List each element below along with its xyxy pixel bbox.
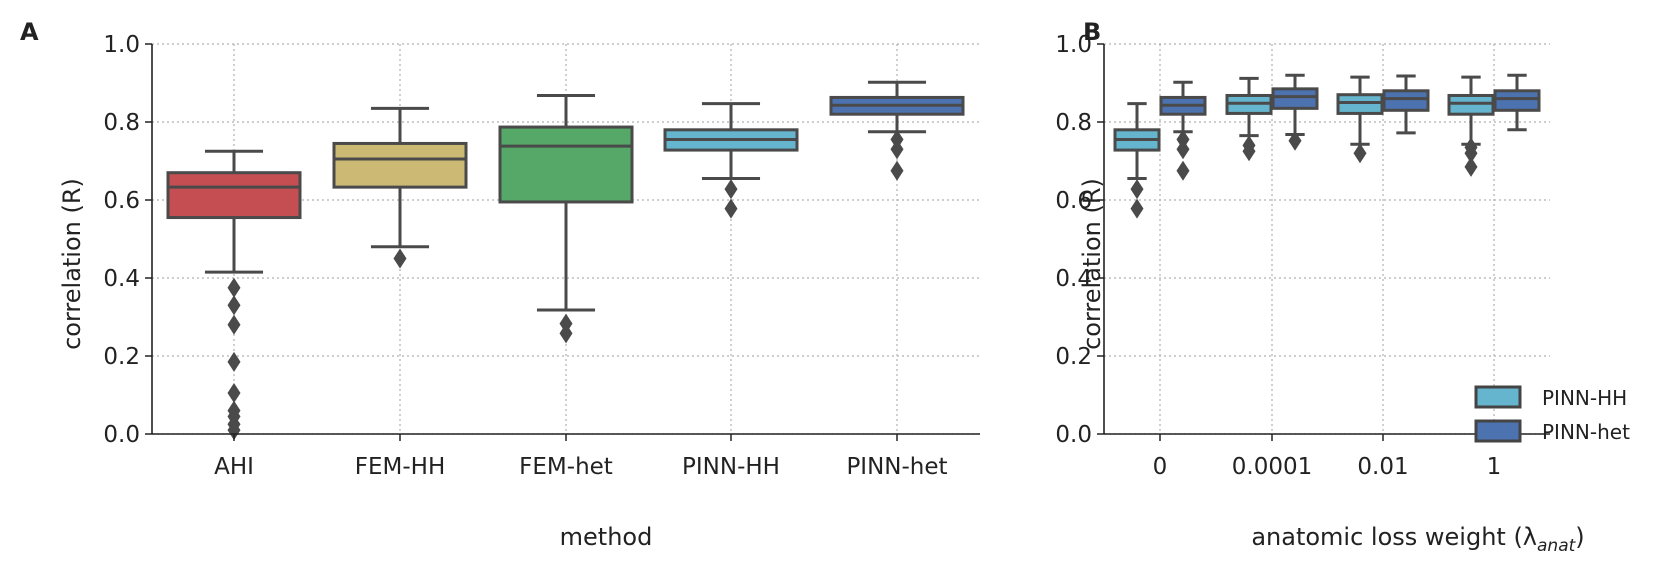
panel-a-y-tick-label: 0.2 <box>103 344 140 370</box>
iqr-box <box>166 171 302 220</box>
box-pinn-hh-1 <box>1225 76 1273 162</box>
box-ahi <box>166 149 302 441</box>
legend-label-pinn-het: PINN-het <box>1542 420 1630 444</box>
panel-b-x-tick-label: 1 <box>1487 454 1502 480</box>
outlier-marker <box>227 295 241 316</box>
outlier-marker <box>1242 141 1256 162</box>
panel-b-x-axis-label: anatomic loss weight (λanat) <box>1251 523 1584 556</box>
panel-b-x-axis-label-main: anatomic loss weight (λ <box>1251 523 1537 551</box>
panel-a-x-tick-label: PINN-het <box>846 454 947 480</box>
iqr-box <box>498 125 634 204</box>
panel-b-x-axis-label-subscript: anat <box>1537 536 1577 556</box>
outlier-marker <box>1176 160 1190 181</box>
panel-b: B 0.0 0.2 0.4 0.6 0.8 1.0 0 0.0001 0.01 1 correl… <box>1055 18 1630 556</box>
outlier-marker <box>1176 139 1190 160</box>
panel-b-label: B <box>1083 18 1101 46</box>
outlier-marker <box>227 351 241 372</box>
outlier-marker <box>227 277 241 298</box>
outlier-marker <box>724 198 738 219</box>
box-pinn-hh-3 <box>1447 75 1495 177</box>
iqr-box <box>1447 93 1495 116</box>
outlier-marker <box>890 160 904 181</box>
box-fem-hh <box>332 106 468 269</box>
panel-a-x-tick-label: FEM-HH <box>355 454 446 480</box>
legend-swatch-pinn-hh <box>1474 385 1522 409</box>
panel-b-legend: PINN-HH PINN-het <box>1474 385 1630 444</box>
outlier-marker <box>227 314 241 335</box>
panel-b-y-tick-label: 0.0 <box>1055 422 1092 448</box>
panel-b-y-tick-label: 1.0 <box>1055 32 1092 58</box>
panel-b-y-tick-label: 0.6 <box>1055 188 1092 214</box>
box-pinn-het <box>829 80 965 181</box>
box-fem-het <box>498 93 634 344</box>
legend-swatch-pinn-het <box>1474 419 1522 443</box>
panel-b-y-axis-label: correlation (R) <box>1078 178 1106 350</box>
panel-a-y-ticks: 0.0 0.2 0.4 0.6 0.8 1.0 <box>103 32 152 448</box>
iqr-box <box>1271 87 1319 110</box>
legend-label-pinn-hh: PINN-HH <box>1542 386 1627 410</box>
box-pinn-het-2 <box>1382 74 1430 135</box>
box-pinn-het-0 <box>1159 80 1207 181</box>
panel-b-x-tick-label: 0 <box>1153 454 1168 480</box>
panel-b-x-tick-label: 0.0001 <box>1232 454 1312 480</box>
outlier-marker <box>1464 143 1478 164</box>
panel-a-y-tick-label: 1.0 <box>103 32 140 58</box>
panel-a-y-tick-label: 0.6 <box>103 188 140 214</box>
panel-a-x-tick-label: FEM-het <box>519 454 613 480</box>
panel-a-label: A <box>20 18 39 46</box>
outlier-marker <box>1130 198 1144 219</box>
panel-a-y-tick-label: 0.0 <box>103 422 140 448</box>
outlier-marker <box>393 248 407 269</box>
panel-a: A 0.0 0.2 0.4 0.6 0.8 1.0 AHI FEM-HH FEM-het PIN… <box>20 18 980 551</box>
panel-b-x-axis-label-end: ) <box>1575 523 1584 551</box>
outlier-marker <box>724 179 738 200</box>
outlier-marker <box>227 420 241 441</box>
panel-a-y-tick-label: 0.8 <box>103 110 140 136</box>
panel-a-x-axis-label: method <box>560 523 653 551</box>
panel-b-x-tick-label: 0.01 <box>1357 454 1408 480</box>
outlier-marker <box>1130 179 1144 200</box>
iqr-box <box>1382 89 1430 112</box>
panel-b-y-tick-label: 0.2 <box>1055 344 1092 370</box>
panel-b-boxes <box>1113 73 1541 219</box>
box-pinn-het-1 <box>1271 73 1319 151</box>
iqr-box <box>332 141 468 189</box>
outlier-marker <box>1288 130 1302 151</box>
panel-a-x-tick-label: AHI <box>214 454 254 480</box>
outlier-marker <box>227 383 241 404</box>
box-pinn-hh <box>663 102 799 219</box>
iqr-box <box>1493 89 1541 112</box>
panel-b-x-ticks: 0 0.0001 0.01 1 <box>1153 434 1502 480</box>
panel-b-y-tick-label: 0.4 <box>1055 266 1092 292</box>
outlier-marker <box>559 323 573 344</box>
panel-a-x-ticks: AHI FEM-HH FEM-het PINN-HH PINN-het <box>214 434 948 480</box>
box-pinn-hh-2 <box>1336 75 1384 164</box>
box-pinn-hh-0 <box>1113 102 1161 219</box>
iqr-box <box>1336 93 1384 115</box>
outlier-marker <box>1464 156 1478 177</box>
panel-a-x-tick-label: PINN-HH <box>682 454 780 480</box>
panel-a-y-axis-label: correlation (R) <box>58 178 86 350</box>
outlier-marker <box>890 139 904 160</box>
panel-a-y-tick-label: 0.4 <box>103 266 140 292</box>
panel-b-y-ticks: 0.0 0.2 0.4 0.6 0.8 1.0 <box>1055 32 1104 448</box>
outlier-marker <box>1353 143 1367 164</box>
box-pinn-het-3 <box>1493 73 1541 132</box>
panel-a-boxes <box>166 80 965 441</box>
panel-b-y-tick-label: 0.8 <box>1055 110 1092 136</box>
